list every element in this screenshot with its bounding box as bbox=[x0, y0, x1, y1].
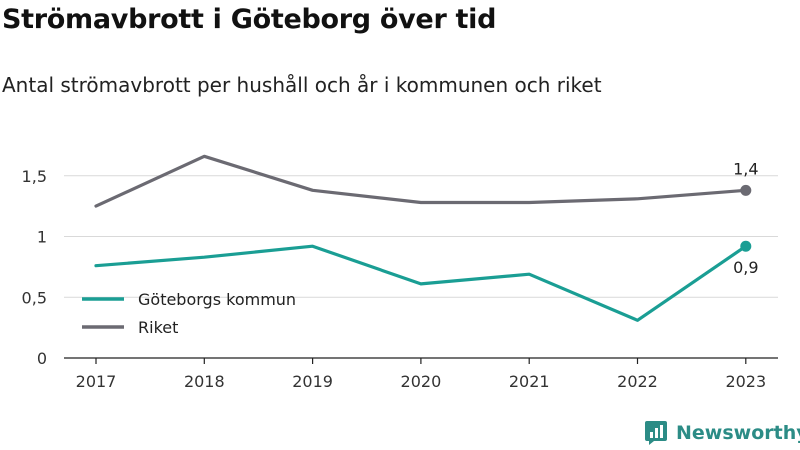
series-line bbox=[94, 244, 748, 322]
x-tick-label: 2019 bbox=[292, 372, 333, 391]
brand-logo: Newsworthy bbox=[644, 419, 800, 447]
legend-label: Riket bbox=[138, 318, 178, 337]
x-tick-label: 2018 bbox=[184, 372, 225, 391]
legend-label: Göteborgs kommun bbox=[138, 290, 296, 309]
y-tick-label: 1 bbox=[37, 228, 47, 247]
series-end-marker bbox=[740, 184, 752, 196]
series-line bbox=[94, 154, 748, 208]
x-tick-label: 2023 bbox=[725, 372, 766, 391]
data-label: 0,9 bbox=[733, 258, 758, 277]
data-label: 1,4 bbox=[733, 159, 758, 178]
y-tick-label: 0,5 bbox=[22, 288, 47, 307]
x-tick-label: 2017 bbox=[76, 372, 117, 391]
series-end-marker bbox=[740, 240, 752, 252]
chart-title: Strömavbrott i Göteborg över tid bbox=[2, 4, 497, 35]
x-tick-label: 2020 bbox=[401, 372, 442, 391]
newsworthy-logo-icon bbox=[645, 421, 667, 445]
y-tick-label: 0 bbox=[37, 349, 47, 368]
x-tick-label: 2021 bbox=[509, 372, 550, 391]
x-tick-label: 2022 bbox=[617, 372, 658, 391]
y-tick-label: 1,5 bbox=[22, 167, 47, 186]
chart-subtitle: Antal strömavbrott per hushåll och år i … bbox=[2, 73, 602, 97]
brand-name: Newsworthy bbox=[676, 422, 800, 444]
